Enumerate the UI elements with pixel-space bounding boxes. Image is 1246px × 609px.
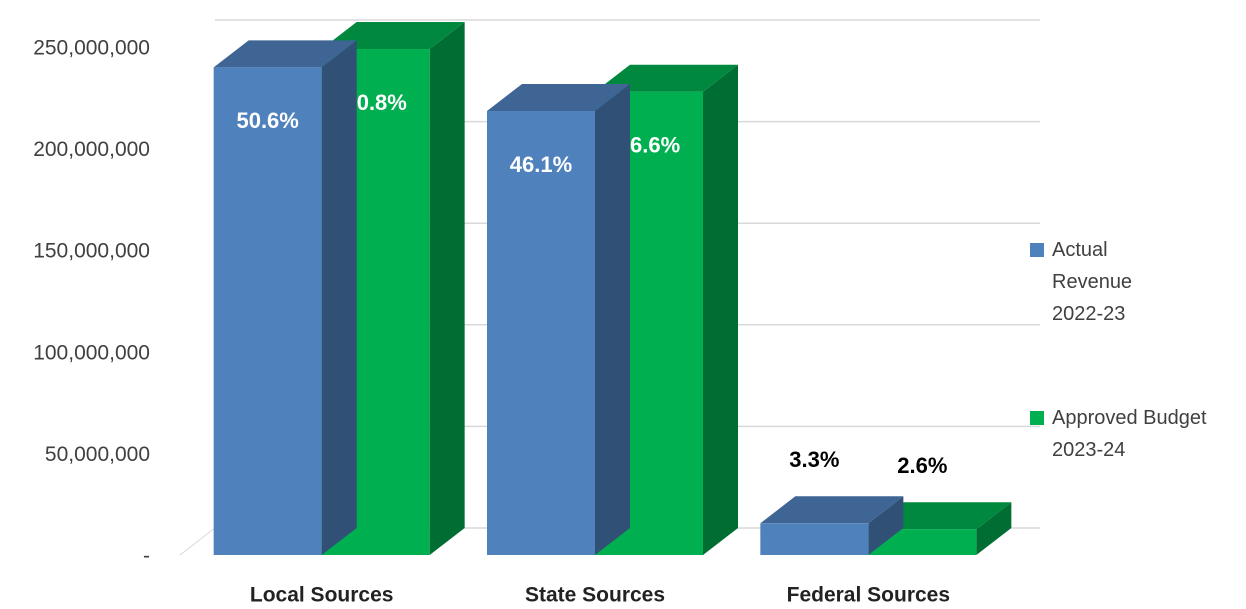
bar xyxy=(760,496,904,555)
share-label: 2.6% xyxy=(897,453,947,478)
bar-top xyxy=(868,502,1012,530)
bar-top xyxy=(595,64,738,92)
bar xyxy=(868,502,1012,555)
bar-top xyxy=(760,496,904,524)
legend-item: Approved Budget 2023-24 xyxy=(1030,402,1240,466)
legend-label: Actual Revenue 2022-23 xyxy=(1052,239,1133,325)
bar-top xyxy=(321,22,465,50)
bar xyxy=(487,84,630,556)
share-label: 50.6% xyxy=(236,108,298,133)
y-tick-label: 200,000,000 xyxy=(33,138,150,161)
bar-side xyxy=(321,40,357,555)
x-tick-label: State Sources xyxy=(525,584,665,607)
floor-edge xyxy=(179,527,216,556)
legend-item: Actual Revenue 2022-23 xyxy=(1030,234,1240,330)
bar-side xyxy=(703,64,738,555)
legend-swatch xyxy=(1030,243,1044,257)
bar-top xyxy=(487,84,630,112)
bar-front xyxy=(213,67,322,555)
y-tick-label: 250,000,000 xyxy=(33,37,150,60)
bar-front xyxy=(487,111,595,556)
bar-top xyxy=(213,40,357,68)
bar xyxy=(213,40,357,555)
bar-side xyxy=(595,84,630,556)
bar-side xyxy=(976,502,1012,555)
bar-front xyxy=(760,523,869,555)
share-label: 46.1% xyxy=(510,152,572,177)
y-tick-label: - xyxy=(143,545,150,568)
bar-side xyxy=(868,496,904,555)
x-tick-label: Federal Sources xyxy=(787,584,950,607)
legend-label: Approved Budget 2023-24 xyxy=(1052,407,1207,461)
y-tick-label: 150,000,000 xyxy=(33,240,150,263)
x-tick-label: Local Sources xyxy=(250,584,394,607)
bar-side xyxy=(429,22,465,556)
share-label: 3.3% xyxy=(789,447,839,472)
legend-swatch xyxy=(1030,411,1044,425)
y-tick-label: 50,000,000 xyxy=(45,443,150,466)
y-tick-label: 100,000,000 xyxy=(33,341,150,364)
